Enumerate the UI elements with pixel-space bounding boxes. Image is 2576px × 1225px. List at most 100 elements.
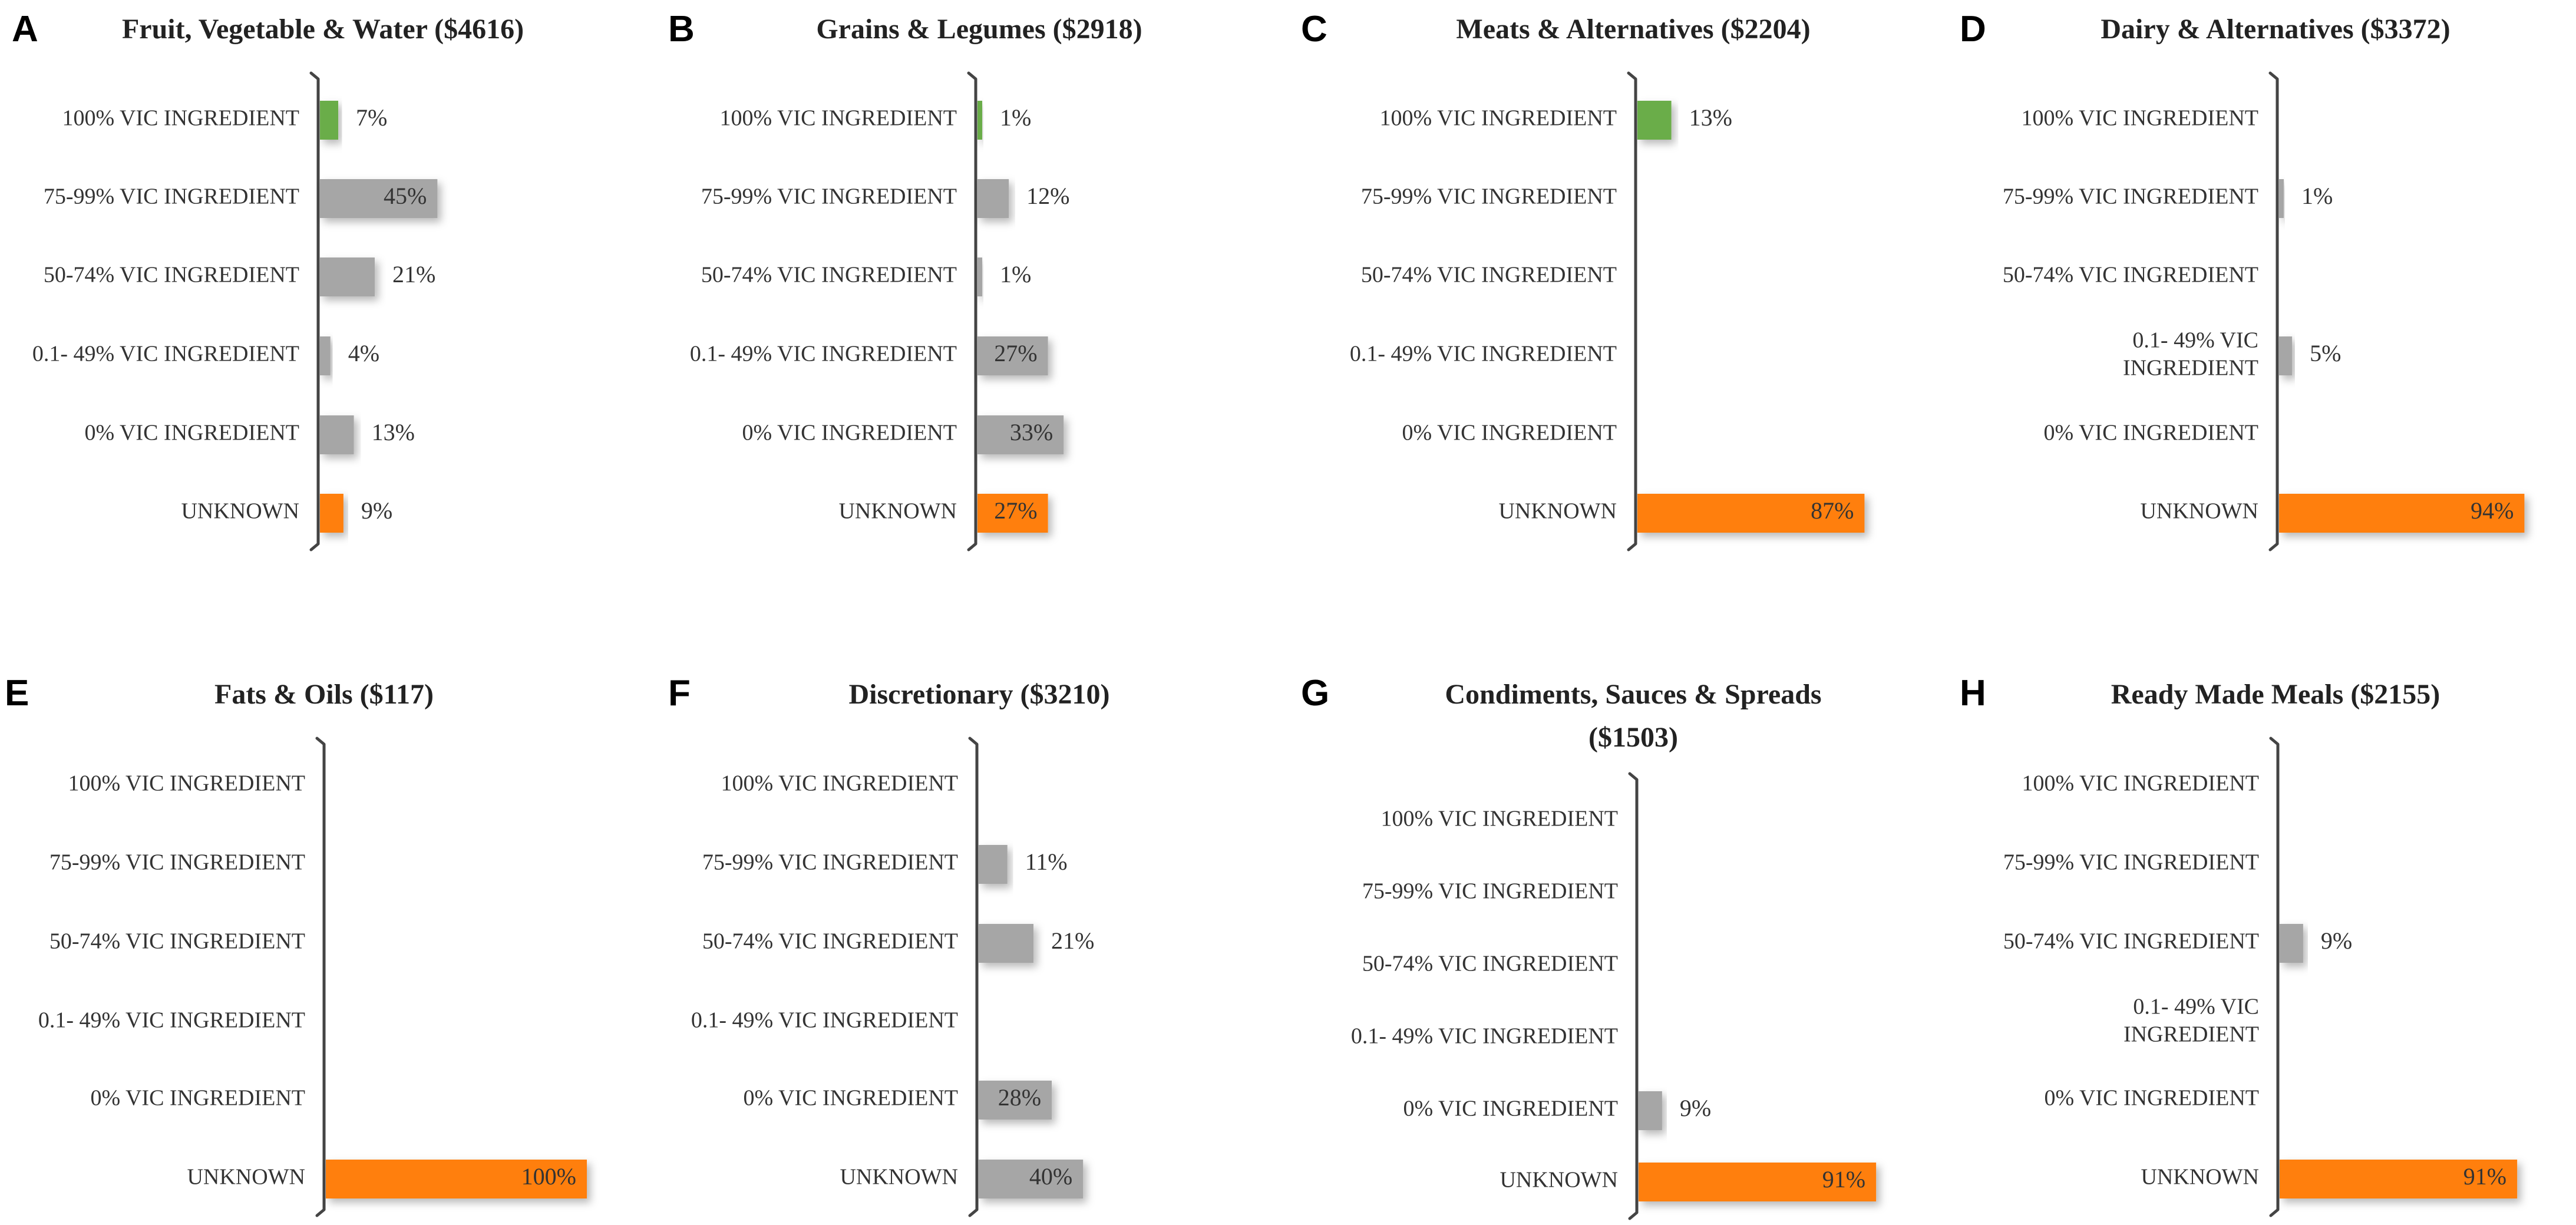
panel-title: Fats & Oils ($117)	[214, 679, 434, 710]
category-label-line: INGREDIENT	[2123, 355, 2258, 380]
bar	[1639, 1163, 1877, 1201]
panel-title: Discretionary ($3210)	[848, 679, 1109, 710]
category-label-line: INGREDIENT	[2123, 1022, 2259, 1046]
panel-title: Condiments, Sauces & Spreads	[1445, 679, 1821, 710]
bar	[320, 415, 354, 454]
y-axis-line	[2269, 737, 2280, 1217]
panel-letter: G	[1301, 673, 1329, 714]
category-label: 0% VIC INGREDIENT	[744, 1086, 958, 1111]
data-label: 91%	[2463, 1163, 2506, 1190]
category-label: UNKNOWN	[838, 499, 957, 524]
y-axis-line	[968, 737, 979, 1217]
bar	[320, 336, 331, 375]
panel-h: H Ready Made Meals ($2155) 100% VIC INGRED…	[1960, 673, 2518, 1217]
panel-letter: D	[1960, 9, 1986, 49]
bar	[2279, 336, 2293, 375]
category-label: 50-74% VIC INGREDIENT	[49, 929, 305, 954]
panel-title: Grains & Legumes ($2918)	[816, 14, 1142, 45]
category-label: 75-99% VIC INGREDIENT	[702, 850, 958, 875]
bar	[977, 494, 1048, 533]
panel-title: ($1503)	[1588, 722, 1678, 753]
category-label: 75-99% VIC INGREDIENT	[1362, 879, 1618, 904]
bar	[320, 101, 339, 140]
bar	[977, 101, 982, 140]
bar	[979, 845, 1008, 884]
bar	[320, 179, 438, 218]
category-label: 0.1- 49% VIC INGREDIENT	[1351, 1024, 1618, 1049]
category-label: 50-74% VIC INGREDIENT	[44, 263, 299, 288]
category-label: 50-74% VIC INGREDIENT	[2003, 263, 2258, 288]
category-label: 0% VIC INGREDIENT	[85, 421, 299, 445]
panel-e: E Fats & Oils ($117) 100% VIC INGREDIENT 75…	[5, 673, 587, 1217]
data-label: 11%	[1025, 848, 1068, 875]
panel-title: Fruit, Vegetable & Water ($4616)	[122, 14, 524, 45]
data-label: 33%	[1010, 419, 1053, 445]
y-axis-line	[1628, 772, 1639, 1220]
data-label: 13%	[1689, 104, 1732, 131]
category-label: 0.1- 49% VIC INGREDIENT	[38, 1008, 305, 1033]
bar	[979, 924, 1034, 963]
data-label: 94%	[2471, 497, 2514, 524]
bar	[1637, 494, 1865, 533]
panel-title: Ready Made Meals ($2155)	[2111, 679, 2440, 710]
data-label: 21%	[392, 261, 435, 288]
data-label: 5%	[2310, 340, 2341, 366]
panel-a: A Fruit, Vegetable & Water ($4616) 100% VI…	[12, 9, 524, 552]
bar	[320, 257, 375, 296]
category-label: 0% VIC INGREDIENT	[2045, 1086, 2259, 1111]
category-label: 0.1- 49% VIC INGREDIENT	[2123, 328, 2258, 380]
category-label: 75-99% VIC INGREDIENT	[44, 184, 299, 209]
category-label: 75-99% VIC INGREDIENT	[701, 184, 957, 209]
bar	[320, 494, 344, 533]
category-label: 50-74% VIC INGREDIENT	[702, 929, 958, 954]
data-label: 1%	[1000, 104, 1031, 131]
y-axis-line	[309, 71, 320, 552]
bar	[977, 415, 1064, 454]
category-label: UNKNOWN	[181, 499, 299, 524]
bar	[979, 1081, 1052, 1120]
category-label: 100% VIC INGREDIENT	[720, 106, 957, 131]
category-label: 50-74% VIC INGREDIENT	[2003, 929, 2259, 954]
data-label: 13%	[372, 419, 415, 445]
data-label: 21%	[1051, 927, 1094, 954]
category-label: 100% VIC INGREDIENT	[1381, 807, 1618, 831]
panel-g: G Condiments, Sauces & Spreads ($1503) 100%…	[1301, 673, 1877, 1220]
data-label: 28%	[998, 1084, 1041, 1111]
bar	[2280, 924, 2303, 963]
data-label: 40%	[1029, 1163, 1072, 1190]
category-label: 0.1- 49% VIC INGREDIENT	[32, 342, 299, 366]
data-label: 7%	[356, 104, 387, 131]
panel-letter: C	[1301, 9, 1327, 49]
category-label: 0% VIC INGREDIENT	[1402, 421, 1617, 445]
bar	[2279, 494, 2525, 533]
data-label: 4%	[348, 340, 379, 366]
data-label: 91%	[1822, 1166, 1865, 1193]
category-label: 50-74% VIC INGREDIENT	[1362, 952, 1618, 976]
category-label: 100% VIC INGREDIENT	[1380, 106, 1617, 131]
panel-letter: B	[668, 9, 695, 49]
category-label: 100% VIC INGREDIENT	[68, 771, 305, 796]
bar	[326, 1160, 587, 1198]
panel-b: B Grains & Legumes ($2918) 100% VIC INGRED…	[668, 9, 1142, 552]
category-label: 0.1- 49% VIC INGREDIENT	[1350, 342, 1617, 366]
panel-c: C Meats & Alternatives ($2204) 100% VIC IN…	[1301, 9, 1865, 552]
bar	[979, 1160, 1084, 1198]
category-label: 0% VIC INGREDIENT	[1403, 1097, 1618, 1121]
category-label: 0% VIC INGREDIENT	[91, 1086, 305, 1111]
category-label-line: 0.1- 49% VIC	[2132, 328, 2258, 352]
category-label-line: 0.1- 49% VIC	[2133, 994, 2259, 1019]
category-label: 100% VIC INGREDIENT	[2022, 106, 2258, 131]
bar	[2280, 1160, 2518, 1198]
category-label: 50-74% VIC INGREDIENT	[701, 263, 957, 288]
category-label: 0.1- 49% VIC INGREDIENT	[2123, 994, 2259, 1046]
data-label: 27%	[994, 340, 1037, 366]
panel-d: D Dairy & Alternatives ($3372) 100% VIC IN…	[1960, 9, 2525, 552]
panel-letter: H	[1960, 673, 1986, 714]
category-label: 100% VIC INGREDIENT	[2022, 771, 2259, 796]
bar	[977, 257, 982, 296]
category-label: UNKNOWN	[1498, 499, 1617, 524]
category-label: 100% VIC INGREDIENT	[62, 106, 299, 131]
category-label: 0.1- 49% VIC INGREDIENT	[690, 342, 957, 366]
